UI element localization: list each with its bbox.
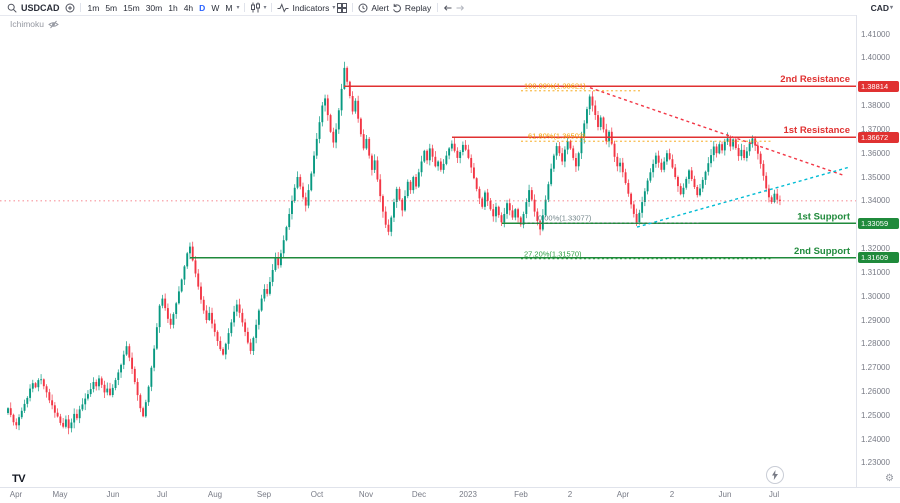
chevron-down-icon[interactable]: ▾ <box>889 5 893 11</box>
compare-add-icon[interactable] <box>65 3 75 13</box>
interval-button-D[interactable]: D <box>199 2 206 13</box>
price-level-tag: 1.38814 <box>858 80 899 92</box>
price-tick-label: 1.27000 <box>861 363 890 373</box>
price-tick-label: 1.24000 <box>861 434 890 444</box>
price-tick-label: 1.25000 <box>861 410 890 420</box>
indicator-legend[interactable]: Ichimoku <box>10 19 60 29</box>
time-tick-label: Apr <box>9 490 23 499</box>
price-axis[interactable]: 1.41000 1.40000 1.38000 1.37000 1.36000 1.350… <box>856 15 900 488</box>
toolbar-divider <box>352 3 354 12</box>
time-tick-label: Jun <box>718 490 732 499</box>
time-tick-label: Dec <box>411 490 427 499</box>
svg-text:100.00%(1.38621): 100.00%(1.38621) <box>524 81 586 90</box>
price-tick-label: 1.23000 <box>861 458 890 468</box>
candlesticks <box>7 61 781 435</box>
chart-area: 2nd Resistance 1st Resistance 1st Support 2… <box>0 15 900 503</box>
layout-grid-icon[interactable] <box>337 2 348 13</box>
time-tick-label: Jul <box>156 490 168 499</box>
svg-text:0.00%(1.33077): 0.00%(1.33077) <box>538 213 592 222</box>
price-level-tag: 1.36672 <box>858 131 899 143</box>
svg-text:27.20%(1.31570): 27.20%(1.31570) <box>524 249 582 258</box>
price-level-tag: 1.33059 <box>858 217 899 229</box>
toolbar-divider <box>271 3 273 12</box>
price-tick-label: 1.35000 <box>861 172 890 182</box>
interval-button-1m[interactable]: 1m <box>87 2 100 13</box>
price-tick-label: 1.29000 <box>861 315 890 325</box>
toolbar-divider <box>244 3 246 12</box>
time-axis[interactable]: Apr May Jun Jul Aug Sep Oct Nov Dec 2023 Feb 2 Apr 2 J… <box>0 487 900 503</box>
price-level-tag: 1.31609 <box>858 252 899 264</box>
indicators-button[interactable]: Indicators <box>292 2 330 13</box>
price-tick-label: 1.37000 <box>861 124 890 134</box>
alert-button[interactable]: Alert <box>371 2 389 13</box>
price-tick-label: 1.32000 <box>861 244 890 254</box>
svg-text:1st Support: 1st Support <box>797 211 851 222</box>
time-tick-label: Oct <box>310 490 324 499</box>
interval-button-30m[interactable]: 30m <box>145 2 163 13</box>
time-tick-label: Jun <box>106 490 120 499</box>
interval-switcher: 1m 5m 15m 30m 1h 4h D W M <box>85 3 236 13</box>
svg-text:61.80%(1.36503): 61.80%(1.36503) <box>528 132 586 141</box>
settings-gear-icon[interactable]: ⚙ <box>885 473 894 484</box>
time-tick-label: 2023 <box>459 490 477 499</box>
support-resistance-levels[interactable]: 2nd Resistance 1st Resistance 1st Support 2… <box>190 74 857 259</box>
time-tick-label: Nov <box>358 490 374 499</box>
svg-text:2nd Resistance: 2nd Resistance <box>780 74 850 85</box>
interval-button-15m[interactable]: 15m <box>123 2 140 13</box>
top-toolbar: USDCAD 1m 5m 15m 30m 1h 4h D W M ▾ ▾ Indicators … <box>0 0 900 16</box>
undo-icon[interactable] <box>443 4 453 12</box>
time-tick-label: 2 <box>669 490 675 499</box>
price-tick-label: 1.34000 <box>861 196 890 206</box>
search-icon[interactable] <box>7 3 17 13</box>
chart-canvas[interactable]: 2nd Resistance 1st Resistance 1st Support 2… <box>0 15 857 488</box>
quick-action-button[interactable] <box>766 466 784 484</box>
currency-toggle[interactable]: CAD <box>870 2 889 13</box>
time-tick-label: May <box>52 490 68 499</box>
redo-icon[interactable] <box>455 4 465 12</box>
alert-clock-icon[interactable] <box>358 3 368 13</box>
tradingview-logo[interactable]: TV <box>12 473 26 485</box>
eye-hidden-icon[interactable] <box>48 20 59 29</box>
trendlines[interactable] <box>589 87 849 228</box>
price-tick-label: 1.36000 <box>861 148 890 158</box>
toolbar-divider <box>437 3 439 12</box>
toolbar-divider <box>79 3 81 12</box>
price-tick-label: 1.26000 <box>861 386 890 396</box>
price-tick-label: 1.38000 <box>861 101 890 111</box>
svg-text:1st Resistance: 1st Resistance <box>783 125 850 136</box>
replay-icon[interactable] <box>392 3 402 13</box>
symbol-name[interactable]: USDCAD <box>21 2 60 13</box>
interval-button-4h[interactable]: 4h <box>183 2 194 13</box>
time-tick-label: Feb <box>514 490 528 499</box>
svg-text:2nd Support: 2nd Support <box>794 246 851 257</box>
indicators-icon[interactable] <box>277 2 289 13</box>
interval-button-5m[interactable]: 5m <box>105 2 118 13</box>
interval-button-W[interactable]: W <box>211 2 220 13</box>
indicator-name: Ichimoku <box>10 19 45 29</box>
chevron-down-icon[interactable]: ▾ <box>236 5 240 11</box>
replay-button[interactable]: Replay <box>404 2 432 13</box>
interval-button-M[interactable]: M <box>225 2 233 13</box>
price-tick-label: 1.30000 <box>861 291 890 301</box>
chevron-down-icon[interactable]: ▾ <box>263 5 267 11</box>
price-tick-label: 1.28000 <box>861 339 890 349</box>
price-tick-label: 1.40000 <box>861 53 890 63</box>
chevron-down-icon[interactable]: ▾ <box>332 5 336 11</box>
time-tick-label: 2 <box>567 490 573 499</box>
fibonacci-retracement[interactable]: 100.00%(1.38621) 61.80%(1.36503) 0.00%(1.3… <box>521 81 772 260</box>
time-tick-label: Sep <box>256 490 272 499</box>
chart-style-candles-icon[interactable] <box>250 2 261 13</box>
time-tick-label: Aug <box>207 490 223 499</box>
price-tick-label: 1.41000 <box>861 29 890 39</box>
time-tick-label: Apr <box>616 490 630 499</box>
price-tick-label: 1.31000 <box>861 267 890 277</box>
time-tick-label: Jul <box>768 490 780 499</box>
interval-button-1h[interactable]: 1h <box>168 2 178 13</box>
lightning-icon <box>771 470 779 480</box>
